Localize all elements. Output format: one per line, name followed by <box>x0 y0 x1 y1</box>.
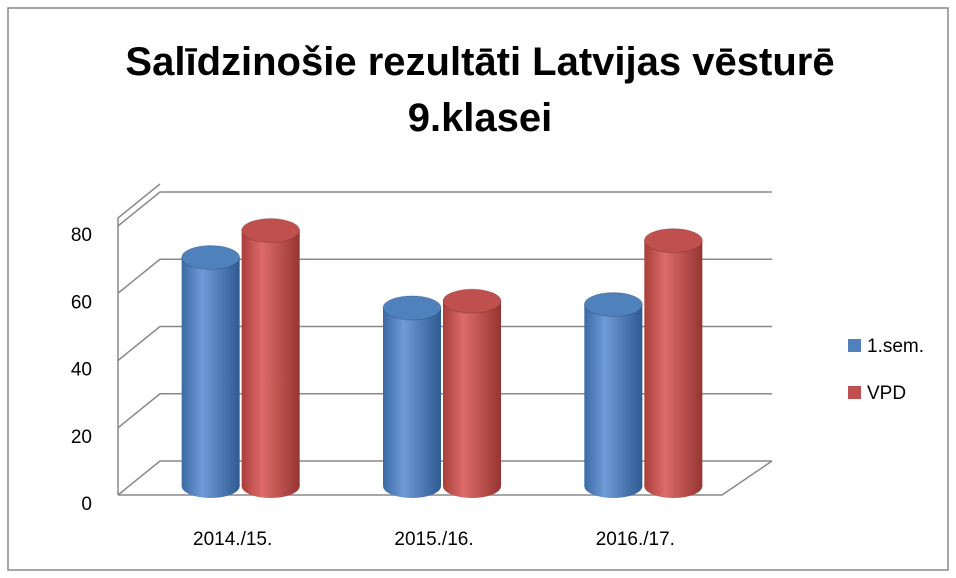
axis-wall <box>117 183 161 495</box>
grid-line <box>117 325 772 362</box>
x-tick-label: 2014./15. <box>193 529 272 550</box>
bar <box>583 292 643 498</box>
x-tick-label: 2016./17. <box>596 529 675 550</box>
bar-body <box>241 230 300 486</box>
legend-label: VPD <box>867 383 906 404</box>
bar <box>382 295 442 498</box>
bar <box>643 228 703 498</box>
grid-line <box>117 258 772 294</box>
y-tick-label: 60 <box>71 292 92 313</box>
bar-top <box>181 244 241 270</box>
y-tick-label: 0 <box>81 494 92 515</box>
legend-swatch <box>848 339 861 352</box>
bar-body <box>181 257 240 486</box>
legend-label: 1.sem. <box>867 336 924 357</box>
bar-body <box>644 240 703 486</box>
bar-top <box>382 295 442 321</box>
chart-border <box>7 7 949 571</box>
bar-top <box>442 288 502 314</box>
bar <box>442 288 502 498</box>
grid-line <box>117 393 772 429</box>
y-tick-label: 40 <box>71 360 92 381</box>
grid-line <box>117 460 772 496</box>
y-tick-label: 80 <box>71 225 92 246</box>
y-tick-label: 20 <box>71 427 92 448</box>
grid-line <box>117 191 772 227</box>
bar-body <box>443 301 501 486</box>
bar <box>181 244 241 498</box>
bar <box>241 218 301 498</box>
bar-top <box>643 228 703 254</box>
bar-body <box>383 307 441 486</box>
bar-top <box>583 292 643 318</box>
bar-top <box>241 218 301 244</box>
x-tick-label: 2015./16. <box>394 529 473 550</box>
legend-swatch <box>848 386 861 399</box>
chart-title: Salīdzinošie rezultāti Latvijas vēsturē … <box>125 40 835 140</box>
bar-body <box>584 304 643 486</box>
floor <box>118 460 773 496</box>
